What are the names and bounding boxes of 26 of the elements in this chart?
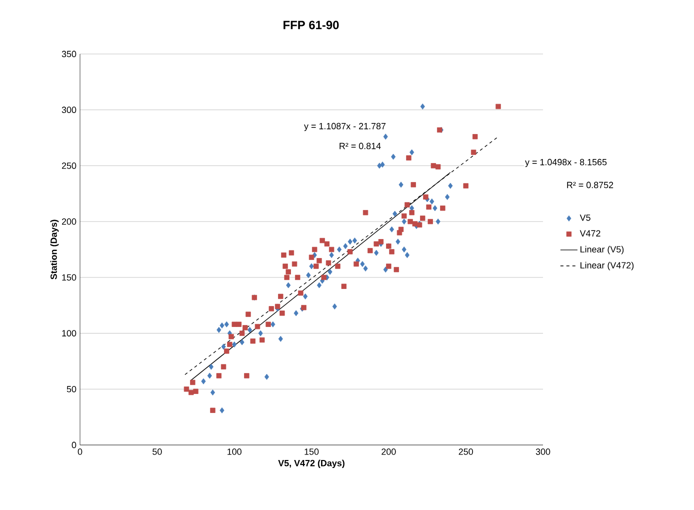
x-tick-label: 50 [152,448,162,455]
legend-label: Linear (V472) [580,262,634,270]
y-tick-label: 100 [62,330,76,336]
y-tick-label: 150 [62,274,76,281]
x-tick-label: 300 [536,448,550,455]
x-tick-label: 100 [228,448,242,455]
y-tick-label: 50 [66,386,76,392]
y-tick-label: 250 [62,162,76,169]
x-tick-label: 150 [304,448,319,455]
x-tick-label: 250 [458,448,473,455]
x-tick-label: 200 [382,448,396,455]
y-tick-label: 300 [62,106,76,114]
legend-label: V472 [580,230,600,236]
legend-label: V5 [580,214,590,221]
y-tick-label: 350 [62,50,76,58]
x-axis-title: V5, V472 (Days) [278,460,344,468]
y-tick-label: 200 [62,218,76,225]
x-tick-label: 0 [78,448,82,455]
text: R² = 0.8752 [567,182,614,188]
legend-label: Linear (V5) [580,246,624,254]
chart-title: FFP 61-90 [284,20,339,30]
y-tick-label: 0 [72,442,76,448]
annotation: y = 1.1087x - 21.787 [304,122,386,132]
annotation: y = 1.0498x - 8.1565 [525,158,607,168]
annotation: R² = 0.814 [340,142,381,150]
y-axis-title: Station (Days) [50,220,59,280]
